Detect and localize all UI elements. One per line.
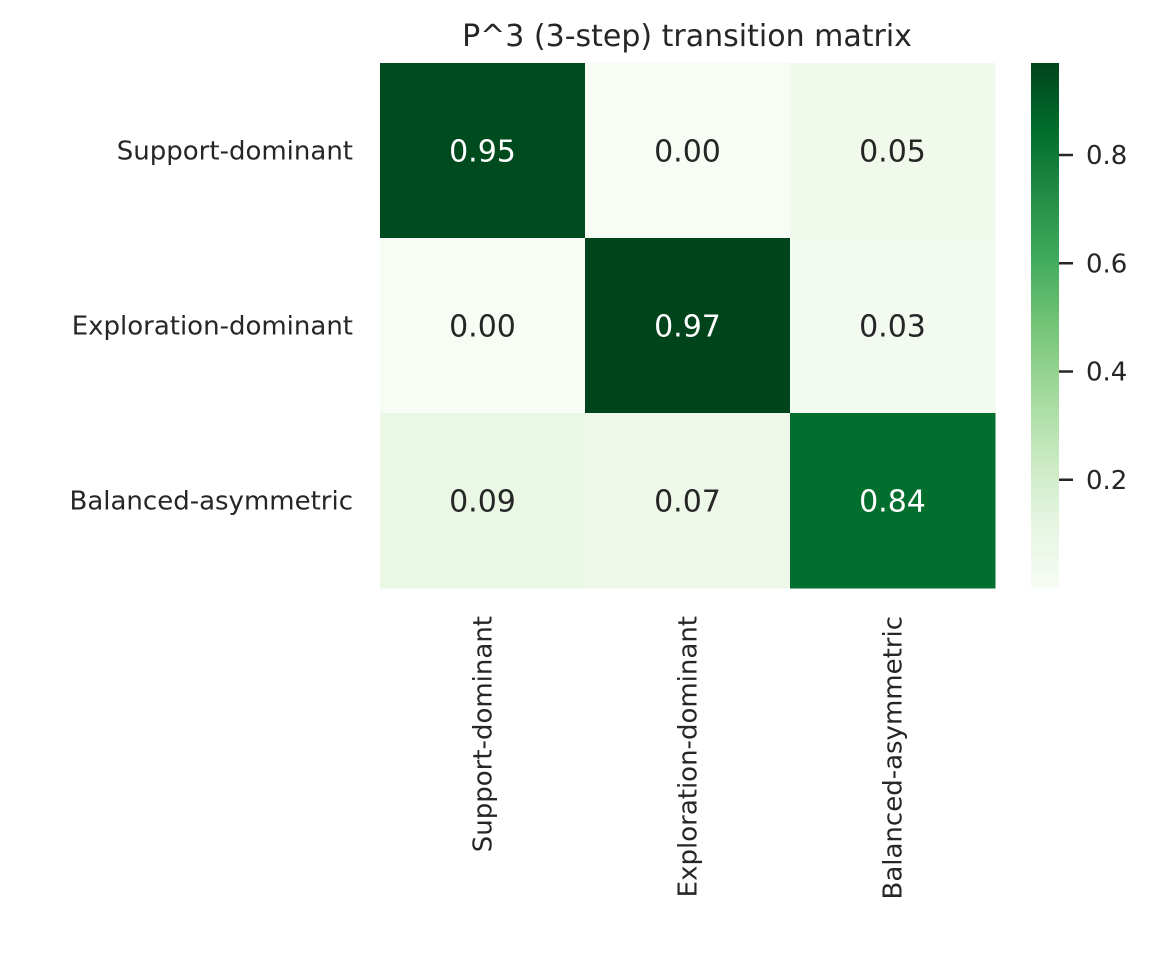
heatmap-cell-r1-c1: [585, 238, 791, 414]
column-label-2: Balanced-asymmetric: [879, 616, 909, 900]
heatmap-annotations: 0.95 0.00 0.05 0.00 0.97 0.03 0.09 0.07 0.84: [449, 135, 926, 520]
heatmap-cell-r1-c0: [380, 238, 586, 414]
heatmap-cell-r0-c2: [790, 63, 996, 239]
row-label-2: Balanced-asymmetric: [70, 487, 354, 517]
cell-annotation-r1-c1: 0.97: [654, 310, 721, 345]
heatmap-cell-r1-c2: [790, 238, 996, 414]
heatmap-cells: [380, 63, 996, 589]
cell-annotation-r2-c1: 0.07: [654, 485, 721, 520]
cell-annotation-r0-c1: 0.00: [654, 135, 721, 170]
colorbar-tick-label-1: 0.4: [1086, 358, 1127, 388]
cell-annotation-r0-c2: 0.05: [859, 135, 926, 170]
colorbar-tick-label-0: 0.2: [1086, 466, 1127, 496]
cell-annotation-r2-c2: 0.84: [859, 485, 926, 520]
heatmap-cell-r2-c1: [585, 413, 791, 589]
cell-annotation-r1-c2: 0.03: [859, 310, 926, 345]
column-label-0: Support-dominant: [469, 616, 499, 852]
heatmap-cell-r2-c0: [380, 413, 586, 589]
colorbar: [1031, 63, 1059, 588]
row-label-0: Support-dominant: [117, 137, 353, 167]
column-tick-labels: Support-dominant Exploration-dominant Bala…: [469, 616, 909, 900]
heatmap-cell-r0-c0: [380, 63, 586, 239]
heatmap-cell-r2-c2: [790, 413, 996, 589]
cell-annotation-r0-c0: 0.95: [449, 135, 516, 170]
chart-title: P^3 (3-step) transition matrix: [462, 19, 912, 54]
heatmap-cell-r0-c1: [585, 63, 791, 239]
colorbar-tick-label-2: 0.6: [1086, 249, 1127, 279]
row-tick-labels: Support-dominant Exploration-dominant Bala…: [70, 137, 354, 517]
row-label-1: Exploration-dominant: [72, 312, 353, 342]
cell-annotation-r2-c0: 0.09: [449, 485, 516, 520]
colorbar-tick-label-3: 0.8: [1086, 141, 1127, 171]
column-label-1: Exploration-dominant: [674, 616, 704, 897]
colorbar-ticks: 0.2 0.4 0.6 0.8: [1059, 141, 1127, 496]
cell-annotation-r1-c0: 0.00: [449, 310, 516, 345]
